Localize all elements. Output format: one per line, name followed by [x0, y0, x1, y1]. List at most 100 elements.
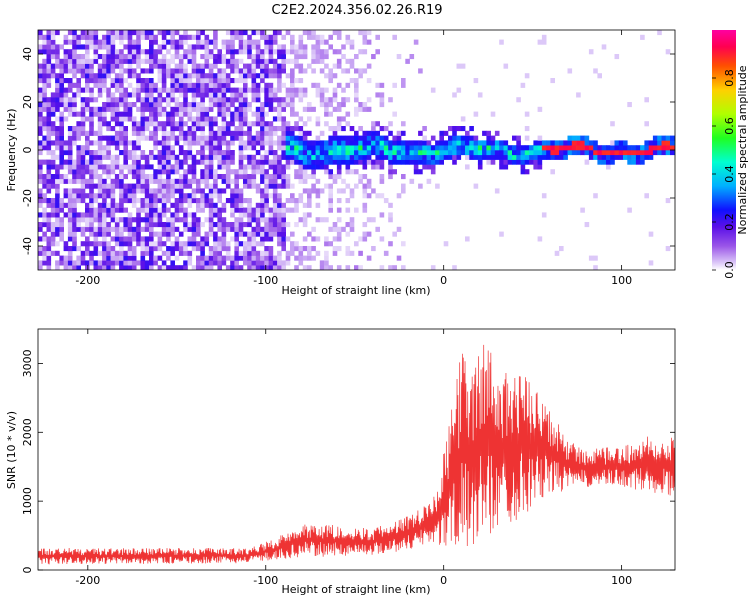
heatmap-cell — [140, 102, 146, 108]
heatmap-cell — [362, 183, 368, 189]
heatmap-cell — [89, 231, 94, 237]
heatmap-cell — [336, 135, 342, 141]
heatmap-cell — [251, 159, 257, 165]
heatmap-cell — [243, 250, 248, 256]
heatmap-cell — [268, 87, 274, 93]
heatmap-cell — [89, 126, 94, 132]
heatmap-cell — [328, 226, 333, 232]
heatmap-cell — [67, 106, 73, 112]
heatmap-cell — [328, 102, 333, 108]
heatmap-cell — [119, 169, 124, 175]
heatmap-cell — [230, 44, 235, 50]
heatmap-cell — [76, 68, 81, 74]
heatmap-cell — [277, 183, 282, 189]
heatmap-cell — [336, 58, 342, 64]
heatmap-cell — [366, 178, 372, 184]
heatmap-cell — [268, 92, 274, 98]
heatmap-cell — [187, 82, 193, 88]
heatmap-cell — [191, 106, 197, 112]
heatmap-cell — [272, 73, 278, 79]
heatmap-cell — [136, 106, 141, 112]
heatmap-cell — [106, 260, 111, 266]
heatmap-cell — [161, 58, 167, 64]
heatmap-cell — [46, 169, 52, 175]
heatmap-cell — [307, 255, 312, 261]
heatmap-cell — [106, 241, 111, 247]
snr-frame — [37, 328, 676, 571]
heatmap-cell — [136, 82, 141, 88]
heatmap-cell — [63, 54, 69, 60]
heatmap-cell — [422, 140, 427, 146]
heatmap-cell — [153, 97, 158, 103]
heatmap-cell — [234, 49, 239, 55]
heatmap-cell — [332, 140, 338, 146]
heatmap-cell — [311, 188, 316, 194]
heatmap-cell — [260, 145, 265, 151]
heatmap-cell — [157, 121, 163, 127]
heatmap-cell — [272, 49, 278, 55]
heatmap-cell — [328, 241, 333, 247]
heatmap-cell — [42, 246, 47, 252]
heatmap-cell — [469, 145, 474, 151]
heatmap-cell — [38, 212, 43, 218]
heatmap-cell — [238, 193, 244, 199]
heatmap-cell — [238, 97, 244, 103]
heatmap-cell — [50, 92, 56, 98]
heatmap-cell — [63, 102, 69, 108]
heatmap-cell — [251, 39, 257, 45]
heatmap-cell — [230, 198, 235, 204]
heatmap-cell — [281, 54, 286, 60]
heatmap-cell — [336, 30, 342, 36]
heatmap-cell — [311, 255, 316, 261]
heatmap-cell — [136, 44, 141, 50]
heatmap-cell — [208, 255, 214, 261]
heatmap-cell — [230, 260, 235, 266]
heatmap-cell — [477, 150, 483, 156]
heatmap-cell — [200, 102, 205, 108]
heatmap-cell — [67, 30, 73, 36]
heatmap-cell — [123, 250, 128, 256]
heatmap-cell — [38, 126, 43, 132]
heatmap-cell — [247, 121, 252, 127]
heatmap-cell — [149, 68, 154, 74]
heatmap-cell — [255, 222, 261, 228]
heatmap-cell — [439, 145, 444, 151]
heatmap-cell — [255, 58, 261, 64]
heatmap-cell — [277, 174, 282, 180]
heatmap-cell — [272, 260, 278, 266]
heatmap-cell — [178, 58, 184, 64]
heatmap-cell — [238, 87, 244, 93]
heatmap-cell — [136, 198, 141, 204]
heatmap-cell — [119, 49, 124, 55]
heatmap-cell — [38, 202, 43, 208]
heatmap-cell — [238, 250, 244, 256]
heatmap-cell — [149, 198, 154, 204]
heatmap-cell — [324, 73, 329, 79]
heatmap-cell — [268, 106, 274, 112]
heatmap-cell — [371, 54, 376, 60]
heatmap-cell — [657, 145, 662, 151]
heatmap-cell — [38, 130, 43, 136]
heatmap-cell — [50, 231, 56, 237]
heatmap-cell — [469, 140, 474, 146]
heatmap-cell — [67, 102, 73, 108]
heatmap-cell — [260, 121, 265, 127]
heatmap-cell — [490, 135, 496, 141]
heatmap-cell — [268, 255, 274, 261]
heatmap-cell — [264, 154, 269, 160]
heatmap-cell — [123, 44, 128, 50]
heatmap-cell — [123, 68, 128, 74]
heatmap-cell — [93, 236, 99, 242]
heatmap-cell — [247, 106, 252, 112]
heatmap-cell — [136, 236, 141, 242]
heatmap-cell — [85, 159, 90, 165]
heatmap-cell — [102, 183, 107, 189]
heatmap-cell — [76, 39, 81, 45]
heatmap-cell — [670, 140, 675, 146]
heatmap-cell — [324, 102, 329, 108]
heatmap-cell — [290, 207, 295, 213]
heatmap-cell — [140, 68, 146, 74]
heatmap-cell — [149, 236, 154, 242]
heatmap-cell — [460, 145, 466, 151]
heatmap-cell — [93, 97, 99, 103]
